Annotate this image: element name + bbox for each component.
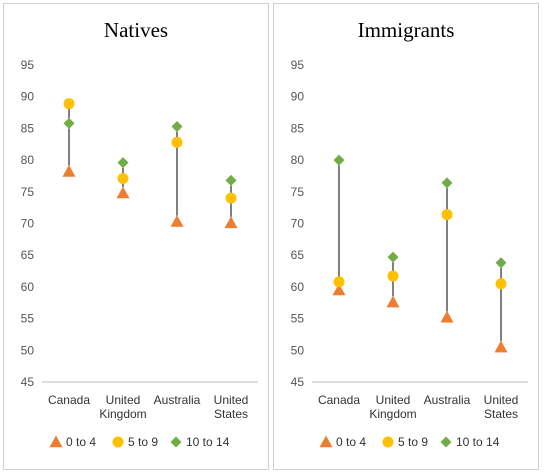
data-point-circle [171,136,183,148]
data-point-diamond [495,257,507,269]
data-point-circle [441,209,453,221]
chart-plot-immigrants: 45 50 55 60 65 70 75 80 85 90 95 Canada United Kingdo… [291,58,528,449]
y-tick-label: 50 [291,343,305,357]
y-tick-label: 85 [21,121,35,135]
y-tick-label: 65 [21,248,35,262]
y-tick-label: 45 [21,375,35,389]
data-point-circle [333,276,345,288]
y-tick-label: 55 [21,312,35,326]
data-point-diamond [333,154,345,166]
legend-marker-triangle [49,435,63,448]
y-tick-label: 50 [21,343,35,357]
data-point-circle [225,192,237,204]
data-point-diamond [387,251,399,263]
legend-label: 0 to 4 [336,435,366,449]
y-tick-label: 60 [21,280,35,294]
y-tick-label: 70 [21,217,35,231]
y-tick-label: 75 [21,185,35,199]
data-point-diamond [441,177,453,189]
y-tick-label: 55 [291,312,305,326]
data-point-diamond [117,157,129,169]
legend-label: 10 to 14 [456,435,500,449]
data-point-circle [117,172,129,184]
data-point-diamond [171,120,183,132]
data-point-triangle [224,216,238,229]
data-point-circle [495,278,507,290]
data-point-triangle [386,295,400,308]
x-tick-label: Australia [154,393,201,407]
y-tick-label: 60 [291,280,305,294]
data-point-circle [63,98,75,110]
legend-label: 5 to 9 [398,435,428,449]
y-tick-label: 75 [291,185,305,199]
data-point-triangle [62,165,76,177]
legend-marker-diamond [170,436,182,448]
legend-marker-circle [382,436,394,448]
data-point-diamond [225,174,237,186]
legend-label: 0 to 4 [66,435,96,449]
data-point-circle [387,270,399,282]
data-point-triangle [440,310,454,323]
chart-panel-natives: Natives 45 50 55 60 65 70 75 80 85 90 95 Canada Unit… [3,3,269,470]
x-tick-label: United Kingdom [369,393,416,421]
chart-title: Natives [103,18,169,42]
x-tick-label: United States [484,393,519,421]
y-tick-label: 80 [21,153,35,167]
chart-plot-natives: 45 50 55 60 65 70 75 80 85 90 95 Canada United Kingdo… [21,58,258,449]
data-point-triangle [170,215,184,227]
chart-title: Immigrants [357,18,455,42]
x-tick-label: Australia [424,393,471,407]
legend-label: 10 to 14 [186,435,230,449]
x-tick-label: United States [214,393,249,421]
chart-panel-immigrants: Immigrants 45 50 55 60 65 70 75 80 85 90 95 Canada U… [273,3,539,470]
legend-marker-triangle [319,435,333,448]
x-tick-label: Canada [48,393,90,407]
y-tick-label: 90 [21,90,35,104]
y-tick-label: 85 [291,121,305,135]
x-tick-label: United Kingdom [99,393,146,421]
y-tick-label: 90 [291,90,305,104]
y-tick-label: 70 [291,217,305,231]
y-tick-label: 80 [291,153,305,167]
data-point-triangle [332,283,346,296]
legend-marker-circle [112,436,124,448]
y-tick-label: 95 [21,58,35,72]
data-point-triangle [116,186,130,199]
data-point-diamond [63,117,75,129]
legend-label: 5 to 9 [128,435,158,449]
y-tick-label: 65 [291,248,305,262]
data-point-triangle [494,340,508,353]
y-tick-label: 95 [291,58,305,72]
y-tick-label: 45 [291,375,305,389]
legend-marker-diamond [440,436,452,448]
x-tick-label: Canada [318,393,360,407]
